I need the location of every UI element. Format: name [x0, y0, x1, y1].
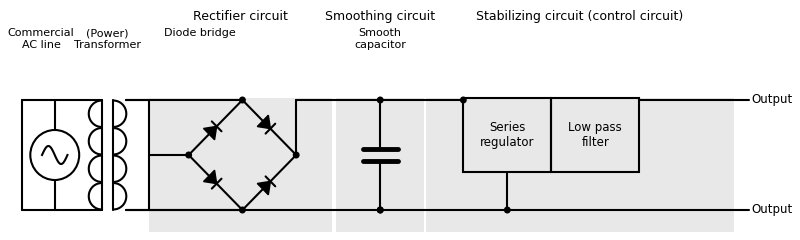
Circle shape — [240, 207, 245, 213]
Text: (Power)
Transformer: (Power) Transformer — [74, 28, 141, 50]
Text: Series
regulator: Series regulator — [480, 121, 534, 149]
Circle shape — [378, 207, 383, 213]
Circle shape — [240, 97, 245, 103]
Polygon shape — [258, 115, 270, 129]
Circle shape — [378, 207, 383, 213]
Bar — [426, 98, 734, 232]
Circle shape — [186, 152, 191, 158]
Bar — [336, 98, 424, 232]
Text: Output: Output — [752, 204, 793, 216]
Text: Rectifier circuit: Rectifier circuit — [193, 10, 288, 23]
Polygon shape — [203, 170, 217, 184]
Text: Diode bridge: Diode bridge — [163, 28, 235, 38]
Text: Low pass
filter: Low pass filter — [568, 121, 622, 149]
Circle shape — [505, 207, 510, 213]
Text: Output: Output — [752, 94, 793, 107]
Polygon shape — [203, 126, 217, 140]
Bar — [149, 98, 332, 232]
Text: Smooth
capacitor: Smooth capacitor — [354, 28, 406, 50]
Text: Smoothing circuit: Smoothing circuit — [325, 10, 435, 23]
Circle shape — [378, 97, 383, 103]
Text: Stabilizing circuit (control circuit): Stabilizing circuit (control circuit) — [477, 10, 684, 23]
Polygon shape — [258, 181, 270, 195]
Bar — [463, 98, 551, 172]
Circle shape — [461, 97, 466, 103]
Circle shape — [294, 152, 299, 158]
Text: Commercial
AC line: Commercial AC line — [8, 28, 74, 50]
Bar — [551, 98, 639, 172]
